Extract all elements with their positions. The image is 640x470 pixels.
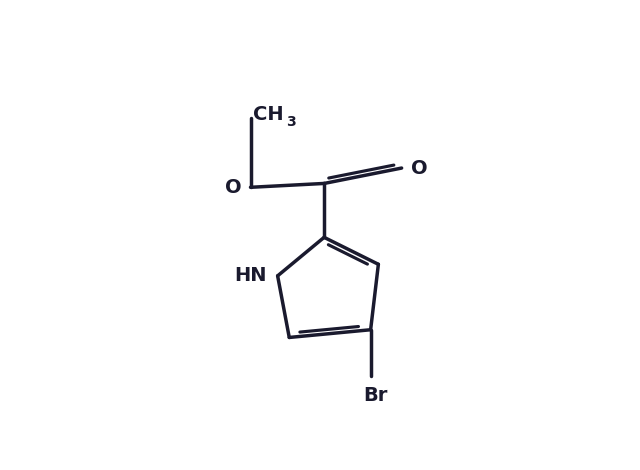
Text: CH: CH	[253, 105, 284, 124]
Text: 3: 3	[286, 115, 296, 129]
Text: HN: HN	[234, 266, 267, 285]
Text: Br: Br	[364, 386, 388, 405]
Text: O: O	[410, 158, 427, 178]
Text: O: O	[225, 178, 241, 197]
